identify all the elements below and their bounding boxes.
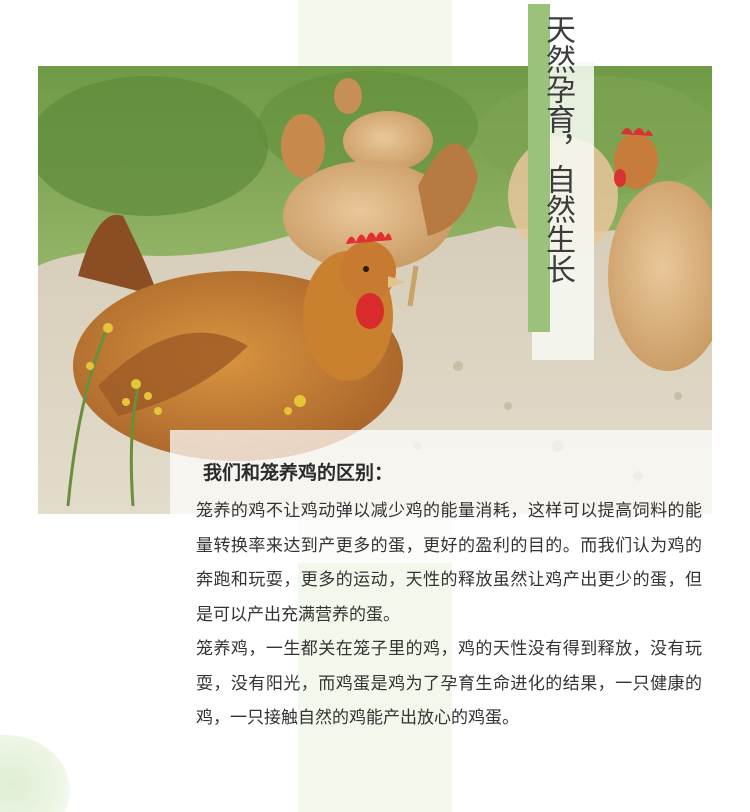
paragraph-cage-vs-free: 笼养的鸡不让鸡动弹以减少鸡的能量消耗，这样可以提高饲料的能量转换率来达到产更多的… bbox=[196, 501, 702, 625]
decorative-blob bbox=[0, 735, 70, 812]
paragraph-caged-chicken: 笼养鸡，一生都关在笼子里的鸡，鸡的天性没有得到释放，没有玩耍，没有阳光，而鸡蛋是… bbox=[196, 639, 702, 728]
section-body: 笼养的鸡不让鸡动弹以减少鸡的能量消耗，这样可以提高饲料的能量转换率来达到产更多的… bbox=[196, 494, 702, 736]
chicken-photo bbox=[38, 66, 712, 514]
title-accent-bar bbox=[528, 4, 550, 332]
vertical-title-block: 天然孕育，自然生长 bbox=[502, 4, 594, 362]
section-heading: 我们和笼养鸡的区别： bbox=[203, 462, 394, 484]
vertical-title: 天然孕育，自然生长 bbox=[540, 14, 575, 284]
text-overlay-panel bbox=[170, 430, 712, 563]
